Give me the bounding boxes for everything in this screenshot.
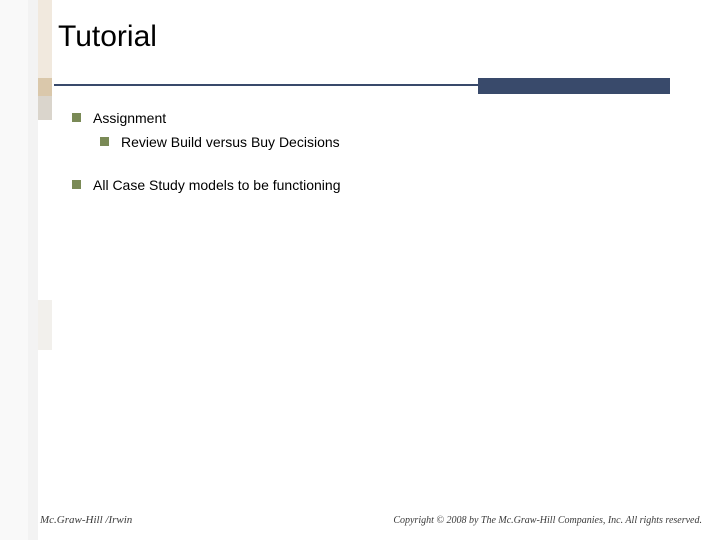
slide: Tutorial Assignment Review Build versus … bbox=[0, 0, 720, 540]
content-area: Assignment Review Build versus Buy Decis… bbox=[72, 108, 680, 199]
square-bullet-icon bbox=[72, 180, 81, 189]
tan-block-lower bbox=[38, 300, 52, 350]
slide-title: Tutorial bbox=[58, 20, 157, 54]
bullet-level1: All Case Study models to be functioning bbox=[72, 175, 680, 195]
bullet-level2: Review Build versus Buy Decisions bbox=[100, 132, 680, 152]
bullet-text: All Case Study models to be functioning bbox=[93, 175, 340, 195]
title-accent-block bbox=[478, 78, 670, 94]
tan-block-gap bbox=[38, 96, 52, 120]
bullet-text: Assignment bbox=[93, 108, 166, 128]
bullet-text: Review Build versus Buy Decisions bbox=[121, 132, 340, 152]
square-bullet-icon bbox=[72, 113, 81, 122]
tan-block-mid bbox=[38, 78, 52, 96]
footer-copyright: Copyright © 2008 by The Mc.Graw-Hill Com… bbox=[393, 515, 702, 526]
bullet-level1: Assignment bbox=[72, 108, 680, 128]
square-bullet-icon bbox=[100, 137, 109, 146]
left-stripe-light bbox=[0, 0, 28, 540]
footer-publisher: Mc.Graw-Hill /Irwin bbox=[40, 514, 132, 526]
left-stripe-med bbox=[28, 0, 38, 540]
tan-block-top bbox=[38, 0, 52, 78]
